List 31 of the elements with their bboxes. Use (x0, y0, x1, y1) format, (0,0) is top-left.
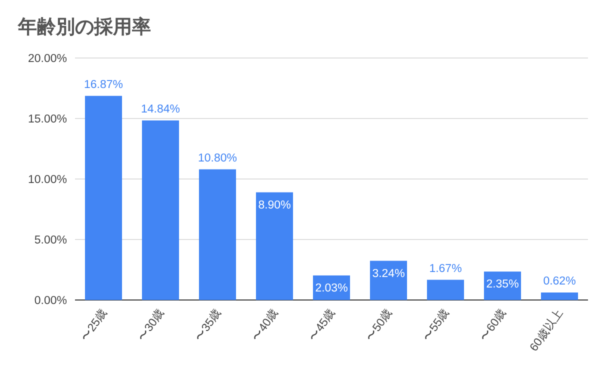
bar (142, 120, 180, 300)
chart-title: 年齢別の採用率 (17, 16, 151, 38)
x-tick-label: 〜25歳 (78, 306, 110, 344)
x-tick-label: 〜35歳 (192, 306, 224, 344)
x-tick-label: 〜30歳 (135, 306, 167, 344)
data-label: 1.67% (429, 262, 462, 275)
data-label: 0.62% (543, 276, 576, 288)
y-tick-label: 15.00% (28, 114, 67, 126)
data-label: 3.24% (372, 268, 405, 280)
data-label: 10.80% (198, 152, 238, 164)
x-tick-label: 60歳以上 (527, 306, 566, 354)
x-tick-label: 〜40歳 (249, 306, 281, 344)
bar (370, 260, 408, 300)
data-label: 2.35% (486, 278, 519, 291)
data-label: 16.87% (84, 78, 124, 91)
x-tick-label: 〜50歳 (363, 306, 395, 344)
bar (198, 169, 236, 300)
data-label: 8.90% (258, 199, 291, 212)
x-tick-label: 〜45歳 (306, 306, 338, 344)
x-tick-label: 〜55歳 (420, 306, 452, 344)
y-tick-label: 5.00% (34, 234, 67, 246)
y-tick-label: 0.00% (34, 295, 67, 307)
x-tick-label: 〜60歳 (477, 306, 509, 344)
bar (540, 292, 578, 300)
y-tick-label: 10.00% (28, 174, 67, 186)
data-label: 2.03% (315, 282, 348, 294)
y-tick-label: 20.00% (28, 53, 67, 65)
bar (256, 192, 294, 300)
bar (426, 280, 464, 300)
data-label: 14.84% (140, 103, 180, 116)
bar (84, 96, 122, 300)
